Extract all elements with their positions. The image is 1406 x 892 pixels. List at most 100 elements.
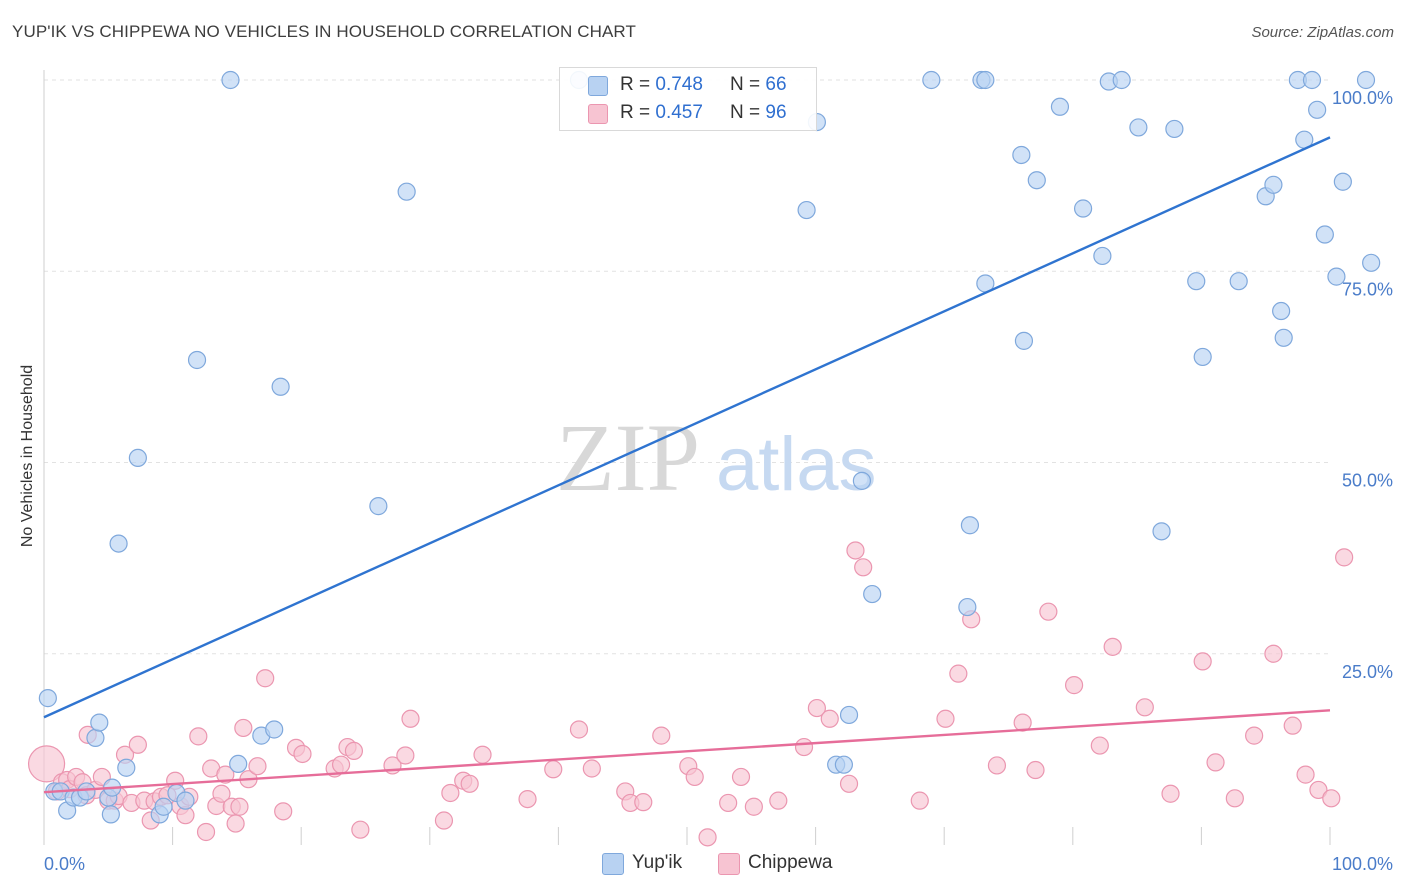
tick-labels: 25.0% 50.0% 75.0% 100.0% 0.0% 100.0% <box>44 88 1393 874</box>
legend-n-value: 96 <box>765 102 787 123</box>
chippewa-point <box>1264 644 1283 663</box>
yupik-point <box>38 689 57 708</box>
yupik-point <box>265 720 284 739</box>
chippewa-point <box>248 757 267 776</box>
chippewa-point <box>839 774 859 793</box>
yupik-point <box>960 516 980 535</box>
chippewa-point <box>128 735 147 754</box>
chippewa-point <box>396 746 415 765</box>
chippewa-point <box>854 558 873 577</box>
legend-n-value: 66 <box>765 74 787 95</box>
legend-r-chippewa: R = 0.457 <box>620 102 703 124</box>
yupik-point <box>1327 267 1346 286</box>
chippewa-point <box>1193 652 1212 671</box>
chippewa-point <box>256 669 275 688</box>
y-tick-label: 50.0% <box>1342 471 1393 491</box>
legend-r-label: R = <box>620 74 656 95</box>
yupik-point <box>1012 145 1031 165</box>
chippewa-point <box>293 744 312 764</box>
chippewa-point <box>401 709 420 728</box>
chippewa-point <box>1103 637 1122 656</box>
yupik-point <box>369 497 388 516</box>
chippewa-point <box>807 698 826 718</box>
yupik-point <box>154 797 173 816</box>
chippewa-point <box>744 797 763 816</box>
chippewa-point <box>226 814 245 833</box>
chippewa-point <box>794 737 814 757</box>
yupik-point <box>128 448 147 468</box>
chippewa-point <box>987 756 1007 775</box>
yupik-point <box>839 705 859 725</box>
yupik-point <box>1308 100 1327 119</box>
watermark-atlas: atlas <box>716 422 877 507</box>
yupik-point <box>863 584 882 604</box>
chippewa-point <box>1135 698 1154 717</box>
yupik-point <box>1362 253 1381 272</box>
legend-n-yupik: N = 66 <box>730 74 787 96</box>
chippewa-point <box>331 755 351 774</box>
yupik-point <box>1129 118 1148 137</box>
correlation-legend: R = 0.748 N = 66 R = 0.457 N = 96 <box>559 67 817 131</box>
chippewa-point <box>769 791 788 810</box>
chippewa-point <box>216 765 235 784</box>
chart-title: YUP'IK VS CHIPPEWA NO VEHICLES IN HOUSEH… <box>12 22 636 41</box>
bottom-legend-label-chippewa: Chippewa <box>748 852 833 873</box>
yupik-point <box>397 182 416 201</box>
chippewa-point <box>1039 602 1058 621</box>
yupik-point <box>1229 272 1248 291</box>
yupik-point <box>1014 331 1034 350</box>
trend-lines <box>43 136 1331 794</box>
chippewa-point <box>351 820 370 839</box>
chippewa-trend-line <box>43 709 1331 794</box>
chippewa-point <box>719 793 738 813</box>
legend-r-yupik: R = 0.748 <box>620 74 703 96</box>
yupik-point <box>229 754 248 774</box>
chippewa-point <box>652 726 671 745</box>
chippewa-point <box>196 822 216 842</box>
yupik-point <box>922 70 941 90</box>
chippewa-point <box>936 709 955 728</box>
legend-r-value: 0.457 <box>655 102 703 123</box>
chippewa-point <box>846 541 865 560</box>
yupik-point <box>834 755 853 774</box>
yupik-trend-line <box>43 136 1331 719</box>
chippewa-point <box>274 802 293 821</box>
legend-n-label: N = <box>730 102 766 123</box>
yupik-point <box>1264 175 1283 194</box>
chippewa-point <box>189 727 208 746</box>
chippewa-point <box>441 783 460 803</box>
yupik-point <box>1050 97 1070 116</box>
source-label: Source: ZipAtlas.com <box>1251 24 1394 41</box>
bottom-legend-swatch-yupik <box>602 853 624 875</box>
chippewa-point <box>1245 726 1264 745</box>
yupik-point <box>117 758 136 777</box>
chippewa-point <box>544 760 563 779</box>
yupik-point <box>90 713 109 732</box>
y-tick-label: 25.0% <box>1342 662 1393 682</box>
chippewa-point <box>473 745 492 764</box>
chippewa-point <box>234 718 253 738</box>
chippewa-point <box>1206 753 1225 772</box>
chippewa-point <box>949 664 968 683</box>
chippewa-point <box>698 828 717 847</box>
legend-swatch-yupik <box>588 76 608 96</box>
legend-row-chippewa: R = 0.457 N = 96 <box>560 100 816 128</box>
yupik-point <box>1093 246 1112 266</box>
yupik-point <box>86 728 105 748</box>
yupik-point <box>1302 70 1322 90</box>
legend-row-yupik: R = 0.748 N = 66 <box>560 72 816 100</box>
chippewa-point <box>1335 548 1354 567</box>
chippewa-point <box>1026 760 1045 780</box>
chippewa-point <box>434 811 454 830</box>
chippewa-point <box>569 720 589 739</box>
yupik-point <box>1333 172 1352 191</box>
yupik-point <box>77 782 96 801</box>
bottom-legend-swatch-chippewa <box>718 853 740 875</box>
chippewa-point <box>1161 784 1180 803</box>
yupik-point <box>176 791 195 810</box>
chippewa-point <box>230 797 249 816</box>
yupik-point <box>976 70 995 90</box>
yupik-point <box>852 471 871 490</box>
chippewa-point <box>1064 676 1084 695</box>
